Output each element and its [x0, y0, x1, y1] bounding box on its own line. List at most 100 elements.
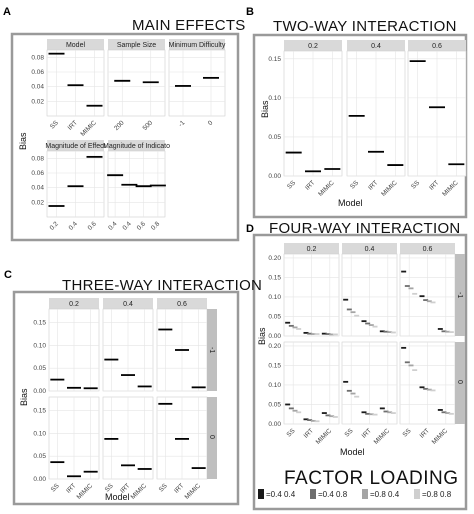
- panel-d-facet-0-0-strip: [284, 243, 339, 254]
- panel-a-facet-4-xtick: 0.4: [121, 220, 133, 232]
- panel-c-facet-1-2-side-label: 0: [208, 435, 215, 439]
- panel-b-facet-1-strip: [347, 40, 405, 51]
- panel-d-title: FOUR-WAY INTERACTION: [269, 220, 461, 237]
- panel-label-b: B: [246, 6, 254, 18]
- panel-a-facet-1-xtick: 200: [113, 119, 126, 132]
- panel-d-facet-1-2-xtick: SS: [401, 427, 413, 439]
- panel-b-facet-0-ytick: 0.05: [268, 134, 281, 141]
- panel-c-facet-1-0-ytick: 0.10: [33, 430, 46, 437]
- panel-a-facet-3-ytick: 0.02: [31, 199, 44, 206]
- panel-c-frame: [12, 290, 240, 506]
- legend-label: =0.4 0.4: [266, 490, 296, 499]
- panel-d-facet-1-0-xtick: MIMIC: [315, 427, 334, 446]
- panel-a-facet-2-xtick: 0: [207, 119, 215, 127]
- panel-d-facet-1-0-ytick: 0.05: [268, 401, 281, 408]
- panel-b-facet-1-xtick: SS: [349, 179, 361, 191]
- panel-c-facet-1-0-ytick: 0.15: [33, 408, 46, 415]
- panel-c-facet-0-2-side-label: -1: [208, 347, 215, 353]
- panel-a-facet-0-ytick: 0.02: [31, 98, 44, 105]
- panel-c-facet-0-0-ytick: 0.10: [33, 342, 46, 349]
- legend-label: =0.8 0.4: [370, 490, 400, 499]
- panel-c-title: THREE-WAY INTERACTION: [62, 277, 262, 294]
- panel-d-facet-1-1-xtick: MIMIC: [373, 427, 392, 446]
- panel-d-xlabel: Model: [340, 447, 365, 457]
- panel-c-facet-1-0-ytick: 0.00: [33, 476, 46, 483]
- panel-c-facet-0-0-ytick: 0.05: [33, 365, 46, 372]
- panel-c-facet-1-2-side-strip: [207, 397, 217, 479]
- panel-d-facet-1-1-xtick: IRT: [361, 427, 373, 439]
- panel-b-facet-2-xtick: SS: [410, 179, 422, 191]
- panel-a-facet-0-xtick: MIMIC: [79, 119, 98, 138]
- panel-a-facet-2-bg: [168, 49, 226, 117]
- panel-a-facet-0-ytick: 0.08: [31, 54, 44, 61]
- panel-c-facet-0-2-strip: [157, 298, 207, 309]
- panel-a-facet-1-strip: [108, 39, 165, 50]
- panel-a-facet-4-strip-label: Magnitude of Indicato: [103, 143, 170, 150]
- panel-a-frame: [10, 32, 240, 242]
- panel-c-facet-0-0-strip-label: 0.2: [69, 301, 79, 308]
- legend-label: =0.4 0.8: [318, 490, 348, 499]
- panel-a-facet-3-ytick: 0.08: [31, 155, 44, 162]
- panel-a-ylabel: Bias: [18, 132, 28, 150]
- panel-d-facet-0-2-side-strip: [455, 254, 465, 336]
- panel-d-facet-1-1-xtick: SS: [343, 427, 355, 439]
- panel-c-facet-0-2-side-strip: [207, 309, 217, 391]
- panel-b-title: TWO-WAY INTERACTION: [273, 18, 457, 35]
- panel-c-facet-1-1-xtick: MIMIC: [130, 482, 149, 501]
- panel-c-facet-1-2-xtick: MIMIC: [184, 482, 203, 501]
- panel-c-facet-1-0-xtick: SS: [50, 482, 62, 494]
- panel-a-facet-0-xtick: IRT: [67, 119, 79, 131]
- panel-b-facet-2-strip-label: 0.6: [432, 43, 442, 50]
- panel-b-facet-0-xtick: MIMIC: [317, 179, 336, 198]
- legend-swatch: [414, 489, 420, 499]
- panel-a-facet-3-strip-label: Magnitude of Effect: [45, 143, 105, 150]
- panel-c-facet-1-0-xtick: MIMIC: [76, 482, 95, 501]
- panel-c-facet-1-0-xtick: IRT: [65, 482, 77, 494]
- legend-title: FACTOR LOADING: [284, 468, 459, 489]
- panel-a-facet-1-strip-label: Sample Size: [117, 42, 156, 49]
- panel-a-facet-2-xtick: -1: [177, 119, 186, 128]
- panel-c-xlabel: Model: [105, 492, 130, 502]
- panel-d-facet-1-0-xtick: SS: [285, 427, 297, 439]
- panel-d-facet-0-2-strip-label: 0.6: [423, 246, 433, 253]
- panel-c-facet-0-0-ytick: 0.00: [33, 388, 46, 395]
- panel-d-facet-1-0-ytick: 0.00: [268, 421, 281, 428]
- panel-c-facet-0-2-strip-label: 0.6: [177, 301, 187, 308]
- panel-a-facet-4-xtick: 0.4: [107, 220, 119, 232]
- panel-a-facet-4-xtick: 0.8: [150, 220, 162, 232]
- panel-label-c: C: [4, 269, 12, 281]
- panel-c-facet-1-0-ytick: 0.05: [33, 453, 46, 460]
- panel-d-facet-1-0-ytick: 0.15: [268, 362, 281, 369]
- panel-d-facet-0-0-ytick: 0.15: [268, 274, 281, 281]
- panel-a-facet-0-ytick: 0.04: [31, 84, 44, 91]
- panel-a-facet-4-strip: [108, 140, 165, 151]
- panel-c-facet-1-2-xtick: SS: [158, 482, 170, 494]
- panel-a-facet-3-ytick: 0.06: [31, 170, 44, 177]
- panel-d-facet-0-2-side-label: -1: [456, 292, 463, 298]
- panel-b-facet-2-xtick: MIMIC: [441, 179, 460, 198]
- panel-a-facet-3-xtick: 0.6: [87, 220, 99, 232]
- legend-swatch: [310, 489, 316, 499]
- panel-d-frame: [252, 233, 468, 511]
- panel-label-a: A: [3, 6, 11, 18]
- panel-a-facet-1-xtick: 500: [142, 119, 155, 132]
- panel-c-facet-0-1-strip: [103, 298, 153, 309]
- panel-b-facet-0-xtick: SS: [286, 179, 298, 191]
- panel-d-facet-0-1-strip: [342, 243, 397, 254]
- panel-b-facet-0-ytick: 0.15: [268, 56, 281, 63]
- panel-label-d: D: [246, 223, 254, 235]
- panel-d-facet-1-0-ytick: 0.10: [268, 382, 281, 389]
- legend-swatch: [362, 489, 368, 499]
- panel-d-facet-0-0-ytick: 0.20: [268, 255, 281, 262]
- legend-label: =0.8 0.8: [422, 490, 452, 499]
- panel-d-facet-1-2-xtick: IRT: [419, 427, 431, 439]
- panel-b-facet-0-strip: [284, 40, 342, 51]
- panel-b-facet-1-xtick: MIMIC: [380, 179, 399, 198]
- panel-a-title: MAIN EFFECTS: [132, 17, 246, 34]
- panel-a-facet-3-xtick: 0.2: [49, 220, 61, 232]
- panel-a-facet-0-strip: [47, 39, 104, 50]
- panel-d-facet-1-2-side-strip: [455, 342, 465, 424]
- panel-b-facet-1-strip-label: 0.4: [371, 43, 381, 50]
- panel-c-facet-0-1-strip-label: 0.4: [123, 301, 133, 308]
